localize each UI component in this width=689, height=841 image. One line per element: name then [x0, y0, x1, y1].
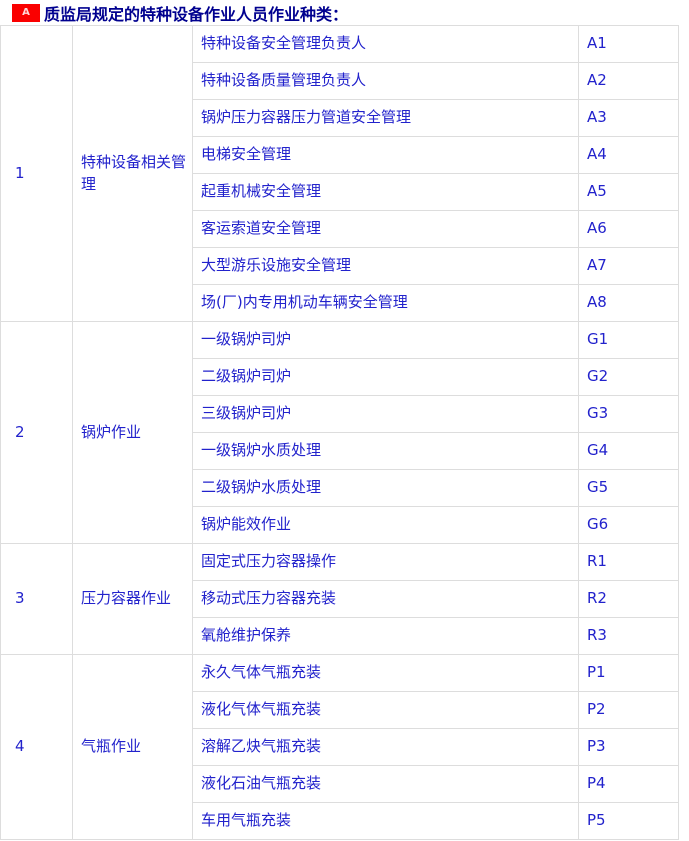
occupation-code-cell: A3: [578, 99, 679, 137]
occupation-name-cell: 大型游乐设施安全管理: [192, 247, 579, 285]
occupation-code-cell: A4: [578, 136, 679, 174]
occupation-code-cell: G3: [578, 395, 679, 433]
table-row: 氧舱维护保养 R3: [1, 617, 679, 655]
table-row: 大型游乐设施安全管理 A7: [1, 247, 679, 285]
group-category-cell: 锅炉作业: [72, 321, 193, 544]
occupation-code-cell: R2: [578, 580, 679, 618]
group-index-cell: 2: [0, 321, 73, 544]
table-row: 液化石油气瓶充装 P4: [1, 765, 679, 803]
occupation-code-cell: P3: [578, 728, 679, 766]
table-row: 移动式压力容器充装 R2: [1, 580, 679, 618]
occupation-name-cell: 锅炉能效作业: [192, 506, 579, 544]
table-body: 1 特种设备相关管理 特种设备安全管理负责人 A1 特种设备质量管理负责人 A2 锅炉压力容…: [0, 25, 679, 840]
table-row: 2 锅炉作业 一级锅炉司炉 G1: [0, 321, 679, 544]
occupation-name-cell: 一级锅炉水质处理: [192, 432, 579, 470]
occupation-name-cell: 二级锅炉水质处理: [192, 469, 579, 507]
group-category-cell: 特种设备相关管理: [72, 25, 193, 322]
occupation-code-cell: G2: [578, 358, 679, 396]
occupation-name-cell: 液化气体气瓶充装: [192, 691, 579, 729]
occupation-name-cell: 一级锅炉司炉: [192, 321, 579, 359]
occupation-code-cell: G4: [578, 432, 679, 470]
occupation-name-cell: 二级锅炉司炉: [192, 358, 579, 396]
occupation-code-cell: P2: [578, 691, 679, 729]
occupation-name-cell: 永久气体气瓶充装: [192, 654, 579, 692]
occupation-code-cell: A2: [578, 62, 679, 100]
occupation-name-cell: 特种设备质量管理负责人: [192, 62, 579, 100]
occupation-name-cell: 液化石油气瓶充装: [192, 765, 579, 803]
table-row: 3 压力容器作业 固定式压力容器操作 R1: [0, 543, 679, 655]
table-row: 二级锅炉水质处理 G5: [1, 469, 679, 507]
occupation-name-cell: 电梯安全管理: [192, 136, 579, 174]
table-row: 锅炉压力容器压力管道安全管理 A3: [1, 99, 679, 137]
occupation-name-cell: 场(厂)内专用机动车辆安全管理: [192, 284, 579, 322]
table-row: 液化气体气瓶充装 P2: [1, 691, 679, 729]
table-row: 特种设备质量管理负责人 A2: [1, 62, 679, 100]
table-row: 二级锅炉司炉 G2: [1, 358, 679, 396]
occupation-category-table: 1 特种设备相关管理 特种设备安全管理负责人 A1 特种设备质量管理负责人 A2 锅炉压力容…: [0, 25, 679, 840]
table-row: 4 气瓶作业 永久气体气瓶充装 P1: [0, 654, 679, 840]
occupation-name-cell: 特种设备安全管理负责人: [192, 25, 579, 63]
occupation-name-cell: 溶解乙炔气瓶充装: [192, 728, 579, 766]
table-row: 电梯安全管理 A4: [1, 136, 679, 174]
table-row: 锅炉能效作业 G6: [1, 506, 679, 544]
group-category-cell: 压力容器作业: [72, 543, 193, 655]
occupation-name-cell: 固定式压力容器操作: [192, 543, 579, 581]
occupation-code-cell: P5: [578, 802, 679, 840]
page-header: A 质监局规定的特种设备作业人员作业种类：: [0, 0, 689, 25]
table-row: 场(厂)内专用机动车辆安全管理 A8: [1, 284, 679, 322]
table-row: 溶解乙炔气瓶充装 P3: [1, 728, 679, 766]
occupation-code-cell: A7: [578, 247, 679, 285]
occupation-name-cell: 移动式压力容器充装: [192, 580, 579, 618]
occupation-code-cell: G5: [578, 469, 679, 507]
group-index-cell: 1: [0, 25, 73, 322]
group-category-cell: 气瓶作业: [72, 654, 193, 840]
group-index-cell: 3: [0, 543, 73, 655]
occupation-code-cell: R1: [578, 543, 679, 581]
occupation-code-cell: P4: [578, 765, 679, 803]
occupation-code-cell: A1: [578, 25, 679, 63]
occupation-code-cell: P1: [578, 654, 679, 692]
occupation-name-cell: 氧舱维护保养: [192, 617, 579, 655]
table-container: 1 特种设备相关管理 特种设备安全管理负责人 A1 特种设备质量管理负责人 A2 锅炉压力容…: [0, 25, 689, 840]
table-row: 三级锅炉司炉 G3: [1, 395, 679, 433]
table-row: 客运索道安全管理 A6: [1, 210, 679, 248]
section-badge-a: A: [12, 3, 40, 22]
group-index-cell: 4: [0, 654, 73, 840]
occupation-name-cell: 起重机械安全管理: [192, 173, 579, 211]
occupation-name-cell: 三级锅炉司炉: [192, 395, 579, 433]
occupation-code-cell: G1: [578, 321, 679, 359]
occupation-name-cell: 车用气瓶充装: [192, 802, 579, 840]
occupation-code-cell: R3: [578, 617, 679, 655]
page-title: 质监局规定的特种设备作业人员作业种类：: [44, 4, 349, 24]
occupation-name-cell: 锅炉压力容器压力管道安全管理: [192, 99, 579, 137]
occupation-code-cell: A6: [578, 210, 679, 248]
occupation-code-cell: A5: [578, 173, 679, 211]
table-row: 1 特种设备相关管理 特种设备安全管理负责人 A1: [0, 25, 679, 322]
table-row: 起重机械安全管理 A5: [1, 173, 679, 211]
table-row: 车用气瓶充装 P5: [1, 802, 679, 840]
occupation-name-cell: 客运索道安全管理: [192, 210, 579, 248]
occupation-code-cell: G6: [578, 506, 679, 544]
occupation-code-cell: A8: [578, 284, 679, 322]
